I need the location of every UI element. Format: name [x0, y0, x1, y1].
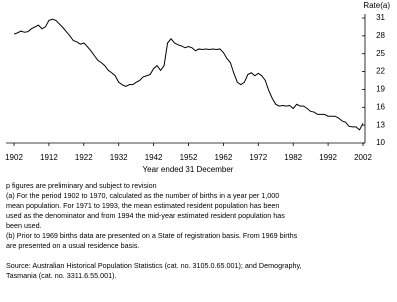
footnote: mean population. For 1971 to 1993, the m… — [6, 201, 279, 210]
footnote: p figures are preliminary and subject to… — [6, 181, 157, 190]
footnote: been used. — [6, 221, 42, 230]
y-tick-label: 16 — [376, 102, 385, 111]
x-tick-label: 1902 — [5, 153, 23, 162]
y-tick-label: 10 — [376, 138, 385, 147]
x-tick-label: 1982 — [284, 153, 302, 162]
y-tick-label: 19 — [376, 85, 385, 94]
footnote: used as the denominator and from 1994 th… — [6, 211, 285, 220]
y-tick-label: 25 — [376, 49, 385, 58]
data-line — [13, 18, 364, 131]
y-tick-label: 13 — [376, 120, 385, 129]
y-tick-label: 31 — [376, 13, 385, 22]
x-axis-label: Year ended 31 December — [143, 165, 234, 174]
footnote: (b) Prior to 1969 births data are presen… — [6, 231, 298, 240]
x-tick-label: 1972 — [249, 153, 267, 162]
x-tick-label: 1922 — [75, 153, 93, 162]
source-note: Source: Australian Historical Population… — [6, 261, 302, 270]
x-tick-label: 1932 — [110, 153, 128, 162]
y-tick-label: 22 — [376, 67, 385, 76]
x-tick-label: 1962 — [215, 153, 233, 162]
x-tick-label: 2002 — [354, 153, 372, 162]
x-tick-label: 1952 — [180, 153, 198, 162]
y-axis-label: Rate(a) — [363, 1, 390, 10]
footnote: are presented on a usual residence basis… — [6, 241, 139, 250]
footnote: (a) For the period 1902 to 1970, calcula… — [6, 191, 279, 200]
y-tick-label: 28 — [376, 31, 385, 40]
source-note: Tasmania (cat. no. 3311.6.55.001). — [6, 271, 117, 280]
x-tick-label: 1912 — [40, 153, 58, 162]
x-tick-label: 1942 — [145, 153, 163, 162]
x-tick-label: 1992 — [319, 153, 337, 162]
